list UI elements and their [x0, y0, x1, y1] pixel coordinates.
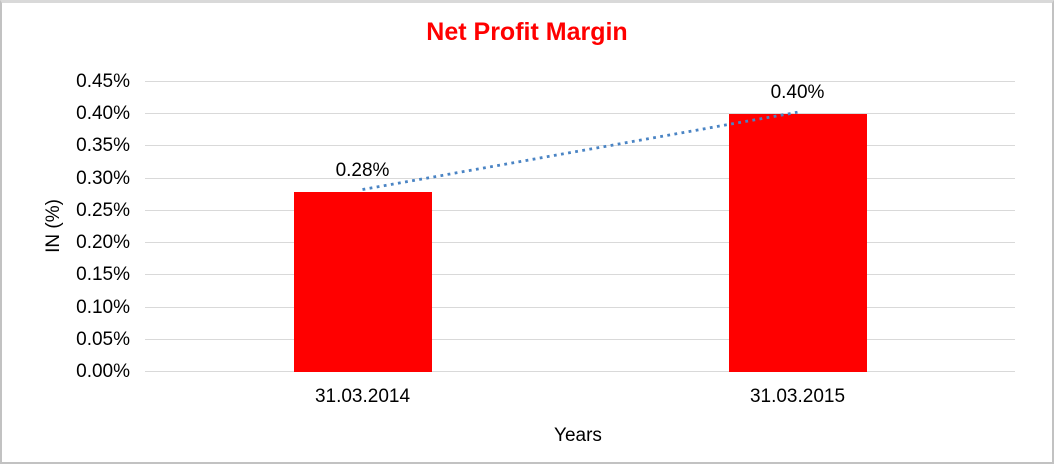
gridline	[145, 145, 1015, 147]
gridline	[145, 113, 1015, 115]
y-tick-label: 0.30%	[76, 167, 130, 189]
gridline	[145, 274, 1015, 276]
bar-data-label: 0.28%	[335, 159, 390, 181]
gridline	[145, 242, 1015, 244]
y-tick-label: 0.45%	[76, 71, 130, 92]
gridline	[145, 177, 1015, 179]
gridline	[145, 338, 1015, 340]
y-tick-label: 0.05%	[76, 328, 130, 350]
x-category-label: 31.03.2014	[314, 386, 411, 407]
x-axis-title: Years	[554, 425, 602, 446]
x-category-label: 31.03.2015	[749, 386, 846, 407]
bar	[293, 191, 432, 372]
plot-area	[145, 81, 1015, 372]
y-tick-label: 0.20%	[76, 232, 130, 254]
y-tick-label: 0.25%	[76, 199, 130, 221]
y-tick-label: 0.15%	[76, 264, 130, 286]
bar	[728, 114, 867, 372]
gridline	[145, 306, 1015, 308]
gridline	[145, 209, 1015, 211]
y-tick-label: 0.00%	[76, 361, 130, 382]
y-tick-label: 0.35%	[76, 135, 130, 157]
gridline	[145, 81, 1015, 82]
trendline	[362, 110, 798, 191]
y-tick-label: 0.10%	[76, 296, 130, 318]
bar-data-label: 0.40%	[770, 82, 825, 104]
gridline	[145, 371, 1015, 372]
y-tick-label: 0.40%	[76, 103, 130, 125]
chart-title: Net Profit Margin	[426, 18, 628, 46]
